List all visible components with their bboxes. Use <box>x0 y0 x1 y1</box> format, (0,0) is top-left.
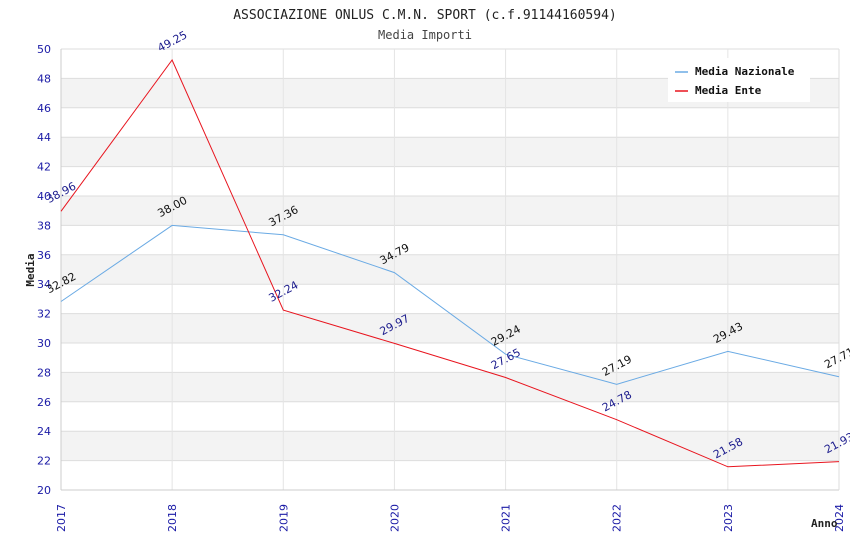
grid-band <box>61 313 839 343</box>
y-tick-label: 38 <box>37 219 51 232</box>
legend-label-media-nazionale: Media Nazionale <box>695 65 795 78</box>
axes <box>60 49 840 491</box>
x-tick-label: 2019 <box>277 504 290 532</box>
y-tick-label: 22 <box>37 455 51 468</box>
y-tick-label: 20 <box>37 484 51 497</box>
y-tick-label: 24 <box>37 425 51 438</box>
x-tick-label: 2017 <box>55 504 68 532</box>
x-tick-label: 2020 <box>388 504 401 532</box>
y-tick-label: 32 <box>37 308 51 321</box>
y-tick-label: 46 <box>37 102 51 115</box>
legend-label-media-ente: Media Ente <box>695 84 762 97</box>
y-tick-label: 26 <box>37 396 51 409</box>
x-tick-label: 2022 <box>611 504 624 532</box>
y-tick-label: 48 <box>37 72 51 85</box>
series-line-media-nazionale <box>60 224 840 385</box>
y-tick-labels: 20 22 24 26 28 30 32 34 36 38 40 42 44 46 48 50 <box>37 43 51 497</box>
y-tick-label: 40 <box>37 190 51 203</box>
y-tick-label: 50 <box>37 43 51 56</box>
y-tick-label: 30 <box>37 337 51 350</box>
grid-band <box>61 196 839 226</box>
grid-band <box>61 431 839 461</box>
y-tick-label: 28 <box>37 366 51 379</box>
chart-title: ASSOCIAZIONE ONLUS C.M.N. SPORT (c.f.911… <box>233 8 617 23</box>
y-tick-label: 36 <box>37 249 51 262</box>
series-line-media-ente <box>60 59 840 468</box>
legend-box <box>668 58 810 102</box>
x-tick-label: 2023 <box>722 504 735 532</box>
y-tick-label: 42 <box>37 161 51 174</box>
legend: Media Nazionale Media Ente <box>668 58 810 102</box>
x-tick-label: 2018 <box>166 504 179 532</box>
x-tick-label: 2021 <box>500 504 513 532</box>
y-tick-label: 44 <box>37 131 51 144</box>
grid-band <box>61 254 839 285</box>
grid-band <box>61 372 839 402</box>
series-lines <box>60 59 840 468</box>
x-tick-label: 2024 <box>833 504 846 532</box>
chart-subtitle: Media Importi <box>378 28 472 42</box>
x-tick-labels: 2017 2018 2019 2020 2021 2022 2023 2024 <box>55 504 846 532</box>
grid-bands <box>61 78 839 461</box>
data-label-media-nazionale: 27.71 <box>822 345 850 371</box>
y-tick-label: 34 <box>37 278 51 291</box>
y-axis-label: Media <box>24 253 37 286</box>
x-axis-label: Anno <box>811 517 838 530</box>
grid-band <box>61 137 839 167</box>
